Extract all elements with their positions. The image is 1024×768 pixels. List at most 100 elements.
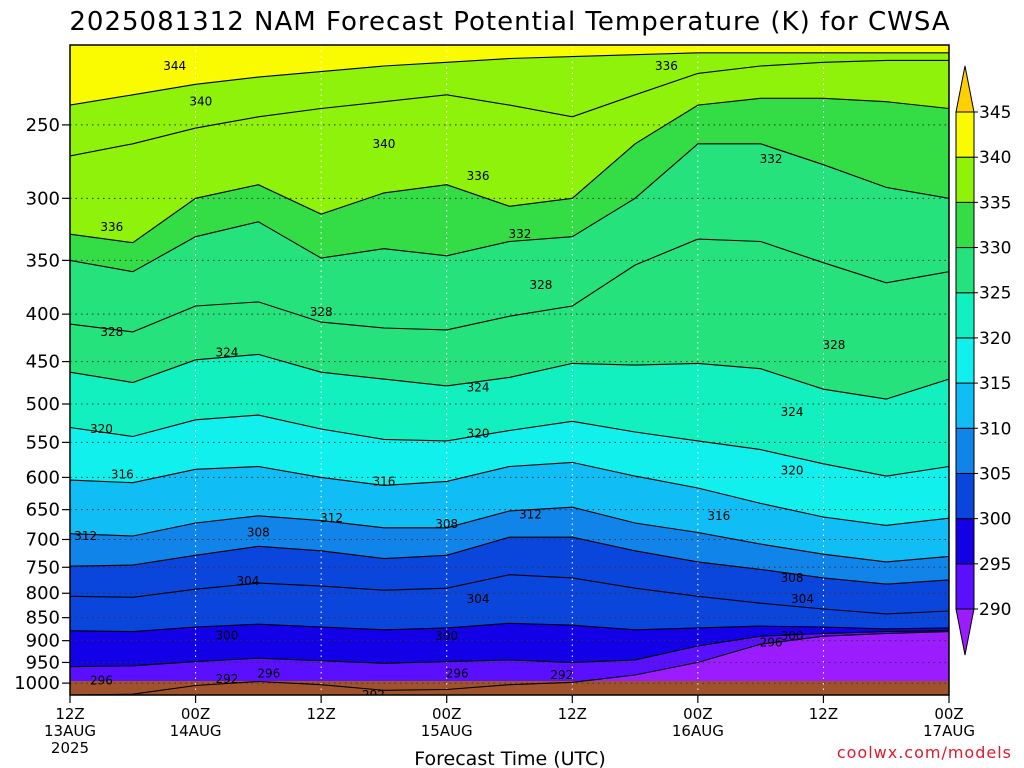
colorbar-box bbox=[955, 292, 975, 339]
contour-label: 300 bbox=[435, 629, 458, 643]
y-tick-label: 500 bbox=[26, 394, 60, 415]
y-tick-label: 650 bbox=[26, 500, 60, 521]
x-tick-label: 12Z bbox=[306, 705, 335, 723]
isentrope-292 bbox=[70, 631, 949, 695]
isentrope-300 bbox=[70, 622, 949, 633]
plot-area: 344 340 340 336 336 336 332 332 328 328 328 328 324 3… bbox=[70, 45, 949, 695]
y-tick-label: 600 bbox=[26, 467, 60, 488]
contour-label: 340 bbox=[372, 137, 395, 151]
contour-label: 308 bbox=[247, 526, 270, 540]
y-tick-label: 900 bbox=[26, 631, 60, 652]
isentrope-312 bbox=[70, 506, 949, 563]
colorbar-label: 320 bbox=[979, 329, 1011, 349]
y-tick-label: 700 bbox=[26, 529, 60, 550]
contour-label: 316 bbox=[372, 474, 395, 488]
colorbar-box bbox=[955, 472, 975, 520]
x-tick-label: 00Z bbox=[683, 705, 712, 723]
x-tick-label: 00Z bbox=[181, 705, 210, 723]
contour-label: 316 bbox=[111, 468, 134, 482]
fill-band-292 bbox=[70, 631, 949, 695]
y-tick-label: 550 bbox=[26, 432, 60, 453]
contour-label: 324 bbox=[216, 346, 239, 360]
y-tick-label: 350 bbox=[26, 250, 60, 271]
contour-label: 328 bbox=[529, 278, 552, 292]
contour-label: 332 bbox=[760, 152, 783, 166]
isentrope-324 bbox=[70, 353, 949, 400]
contour-label: 304 bbox=[236, 574, 259, 588]
contour-label: 328 bbox=[100, 325, 123, 339]
x-tick-label: 00Z bbox=[934, 705, 963, 723]
isentrope-316 bbox=[70, 461, 949, 526]
colorbar-under bbox=[955, 608, 975, 656]
colorbar-label: 295 bbox=[979, 555, 1011, 575]
contour-label: 328 bbox=[822, 338, 845, 352]
colorbar-label: 305 bbox=[979, 464, 1011, 484]
contour-label: 320 bbox=[467, 426, 490, 440]
contour-label: 304 bbox=[467, 592, 490, 606]
contour-label: 292 bbox=[550, 668, 573, 682]
chart-title: 2025081312 NAM Forecast Potential Temper… bbox=[69, 7, 950, 37]
colorbar-box bbox=[955, 382, 975, 429]
colorbar-label: 345 bbox=[979, 103, 1011, 123]
colorbar-box bbox=[955, 563, 975, 610]
colorbar-label: 330 bbox=[979, 239, 1011, 259]
y-tick-label: 800 bbox=[26, 583, 60, 604]
contour-label: 336 bbox=[655, 59, 678, 73]
colorbar-label: 300 bbox=[979, 510, 1011, 530]
colorbar-box bbox=[955, 337, 975, 384]
x-tick-label: 15AUG bbox=[421, 722, 473, 740]
contour-label: 328 bbox=[310, 305, 333, 319]
isentrope-308 bbox=[70, 536, 949, 585]
contour-label: 300 bbox=[781, 629, 804, 643]
isentrope-336 bbox=[70, 97, 949, 244]
colorbar-box bbox=[955, 156, 975, 203]
y-tick-label: 950 bbox=[26, 652, 60, 673]
contour-label: 300 bbox=[216, 628, 239, 642]
x-axis-label: Forecast Time (UTC) bbox=[414, 748, 605, 768]
isentrope-344 bbox=[70, 52, 949, 106]
y-tick-label: 750 bbox=[26, 557, 60, 578]
colorbar-label: 335 bbox=[979, 193, 1011, 213]
contour-label: 296 bbox=[760, 635, 783, 649]
x-tick-label: 12Z bbox=[809, 705, 838, 723]
colorbar-label: 340 bbox=[979, 148, 1011, 168]
contour-label: 304 bbox=[791, 592, 814, 606]
contour-label: 332 bbox=[509, 227, 532, 241]
contour-label: 324 bbox=[781, 405, 804, 419]
isentrope-296 bbox=[70, 630, 949, 668]
x-tick-label: 12Z bbox=[558, 705, 587, 723]
contour-label: 320 bbox=[90, 422, 113, 436]
contour-label: 320 bbox=[781, 464, 804, 478]
y-tick-label: 1000 bbox=[14, 673, 60, 694]
y-tick-label: 250 bbox=[26, 115, 60, 136]
colorbar-box bbox=[955, 111, 975, 158]
contour-label: 312 bbox=[320, 511, 343, 525]
x-tick-label: 13AUG bbox=[44, 722, 96, 740]
colorbar-label: 315 bbox=[979, 374, 1011, 394]
contour-label: 296 bbox=[90, 674, 113, 688]
colorbar-box bbox=[955, 518, 975, 565]
colorbar-box bbox=[955, 201, 975, 249]
y-tick-label: 850 bbox=[26, 608, 60, 629]
colorbar-label: 325 bbox=[979, 284, 1011, 304]
colorbar-box bbox=[955, 247, 975, 294]
y-axis: 2503003504004505005506006507007508008509… bbox=[14, 115, 70, 694]
colorbar-box bbox=[955, 427, 975, 474]
contour-label: 292 bbox=[216, 672, 239, 686]
contour-label: 312 bbox=[519, 508, 542, 522]
contour-label: 296 bbox=[446, 666, 469, 680]
x-tick-label: 12Z bbox=[55, 705, 84, 723]
y-tick-label: 450 bbox=[26, 352, 60, 373]
contour-label: 316 bbox=[707, 509, 730, 523]
isentrope-340 bbox=[70, 59, 949, 157]
x-tick-label: 14AUG bbox=[170, 722, 222, 740]
isentrope-328 bbox=[70, 238, 949, 333]
x-tick-label: 16AUG bbox=[672, 722, 724, 740]
ground-band bbox=[70, 681, 949, 695]
x-tick-label: 17AUG bbox=[923, 722, 975, 740]
contour-label: 324 bbox=[467, 381, 490, 395]
contour-label: 296 bbox=[257, 666, 280, 680]
contour-label: 308 bbox=[781, 571, 804, 585]
